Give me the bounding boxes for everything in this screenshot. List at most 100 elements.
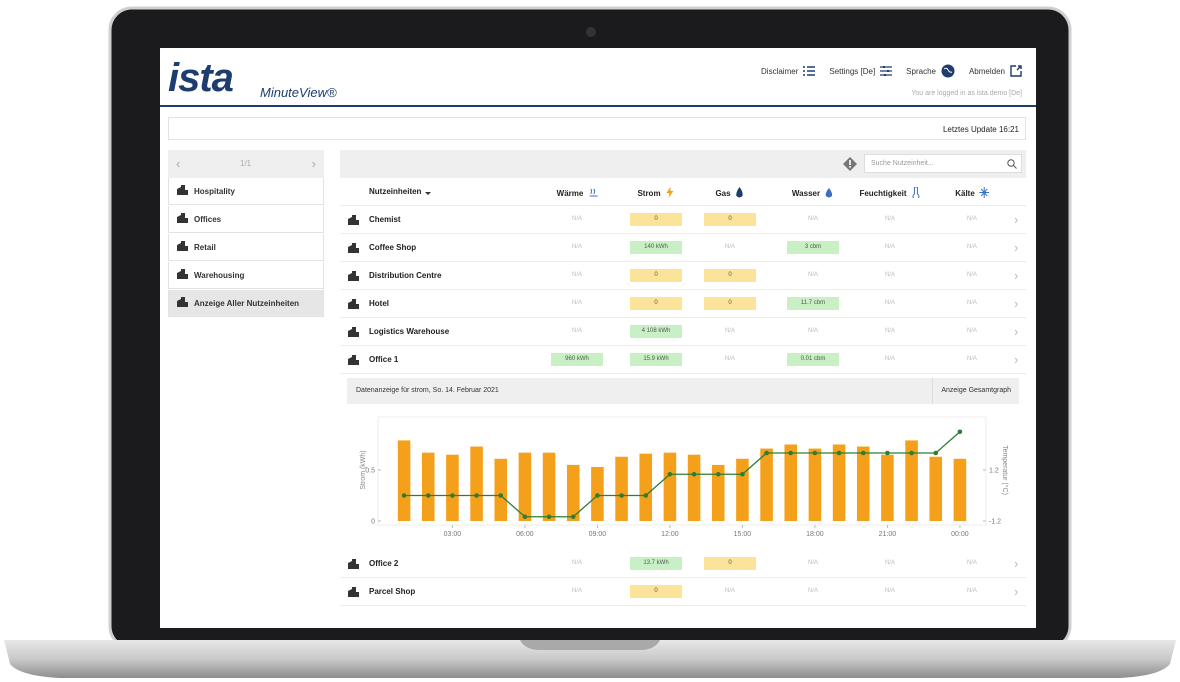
x-tick-label: 12:00 <box>661 531 679 538</box>
search-input[interactable]: Suche Nutzeinheit... <box>864 154 1022 173</box>
sidebar-label: Offices <box>194 214 222 224</box>
x-tick-label: 06:00 <box>516 531 534 538</box>
cell: 960 kWh <box>551 353 603 366</box>
sidebar-label: Retail <box>194 242 216 252</box>
cell: 0 <box>630 297 682 310</box>
sidebar: ‹ 1/1 › Hospitality Offices Retail Warehous… <box>168 150 326 340</box>
column-header: Kälte <box>955 187 989 200</box>
cell: 0 <box>630 269 682 282</box>
cell: N/A <box>807 560 818 566</box>
cell: N/A <box>724 356 735 362</box>
bar <box>760 448 773 521</box>
cell: 0 <box>704 557 756 570</box>
column-label: Nutzeinheiten <box>369 187 422 196</box>
bar <box>421 452 435 521</box>
sidebar-item[interactable]: Retail <box>168 234 324 261</box>
table-row[interactable]: Parcel Shop N/A 0 N/A N/A N/A N/A › <box>340 578 1026 606</box>
logo[interactable]: ista <box>168 56 234 100</box>
point <box>595 493 600 498</box>
table-row[interactable]: Office 2 N/A 13.7 kWh 0 N/A N/A N/A › <box>340 550 1026 578</box>
bar <box>446 454 459 521</box>
x-tick-label: 00:00 <box>951 531 969 538</box>
icon <box>587 188 598 200</box>
login-note: You are logged in as ista.demo [De] <box>911 90 1022 97</box>
point <box>933 450 939 456</box>
bar <box>808 448 822 521</box>
bar <box>687 454 701 521</box>
nav-item[interactable]: Abmelden <box>969 64 1022 78</box>
sidebar-item[interactable]: Anzeige Aller Nutzeinheiten <box>168 290 324 317</box>
cell: N/A <box>571 560 582 566</box>
nav-item[interactable]: Disclaimer <box>761 64 816 78</box>
point <box>450 493 455 498</box>
point <box>498 493 504 498</box>
table-row[interactable]: Chemist N/A 0 0 N/A N/A N/A › <box>340 206 1026 234</box>
column-header[interactable]: Nutzeinheiten <box>369 187 432 198</box>
row-chevron[interactable]: › <box>1014 268 1019 283</box>
row-chevron[interactable]: › <box>1014 324 1019 339</box>
table-header: Nutzeinheiten Wärme Strom Gas Wasser Feuchtig… <box>340 178 1026 206</box>
nav-item[interactable]: Settings [De] <box>829 64 893 78</box>
y2-tick-label: 1.2 <box>989 468 999 475</box>
prev-page[interactable]: ‹ <box>176 156 181 171</box>
point <box>691 471 697 477</box>
row-chevron[interactable]: › <box>1014 556 1019 571</box>
cell: 4 108 kWh <box>630 325 682 338</box>
cell: 140 kWh <box>630 241 682 254</box>
row-chevron[interactable]: › <box>1014 352 1019 367</box>
point <box>570 514 576 520</box>
column-label: Wärme <box>556 189 584 198</box>
table-row[interactable]: Office 1 960 kWh 15.9 kWh N/A 0.01 cbm N/A N/A… <box>340 346 1026 374</box>
table-row[interactable]: Coffee Shop N/A 140 kWh N/A 3 cbm N/A N/A › <box>340 234 1026 262</box>
bar <box>663 452 677 521</box>
icon <box>177 213 188 225</box>
bar <box>881 454 894 521</box>
unit-name: Hotel <box>369 299 389 308</box>
cell: N/A <box>807 328 818 334</box>
detail-button[interactable]: Anzeige Gesamtgraph <box>932 378 1019 404</box>
icon <box>177 269 188 281</box>
column-header: Feuchtigkeit <box>859 186 921 201</box>
bar <box>905 440 918 521</box>
table-row[interactable]: Logistics Warehouse N/A 4 108 kWh N/A N/A N/A… <box>340 318 1026 346</box>
sidebar-label: Warehousing <box>194 270 245 280</box>
row-chevron[interactable]: › <box>1014 296 1019 311</box>
cell: N/A <box>571 300 582 306</box>
bar <box>929 456 943 521</box>
sidebar-item[interactable]: Hospitality <box>168 178 324 205</box>
bar <box>711 464 725 521</box>
icon <box>880 66 893 76</box>
y-axis-label: Strom (kWh) <box>360 450 367 489</box>
sidebar-item[interactable]: Warehousing <box>168 262 324 289</box>
x-tick-label: 18:00 <box>806 531 824 538</box>
pager: ‹ 1/1 › <box>168 150 324 178</box>
bar <box>615 456 628 521</box>
cell: N/A <box>966 300 977 306</box>
cell: N/A <box>966 216 977 222</box>
cell: 15.9 kWh <box>630 353 682 366</box>
info-icon[interactable] <box>843 157 857 171</box>
row-chevron[interactable]: › <box>1014 240 1019 255</box>
unit-name: Parcel Shop <box>369 587 416 596</box>
point <box>885 450 890 456</box>
y2-axis-label: Temperatur (°C) <box>1001 445 1009 495</box>
next-page[interactable]: › <box>311 156 316 171</box>
row-chevron[interactable]: › <box>1014 212 1019 227</box>
toolbar: Suche Nutzeinheit... <box>340 150 1026 178</box>
point <box>619 493 624 498</box>
cell: N/A <box>807 272 818 278</box>
bar <box>566 464 580 521</box>
icon <box>824 188 834 200</box>
sidebar-label: Anzeige Aller Nutzeinheiten <box>194 298 300 308</box>
point <box>860 450 866 456</box>
table-row[interactable]: Hotel N/A 0 0 11.7 cbm N/A N/A › <box>340 290 1026 318</box>
point <box>788 450 794 456</box>
sidebar-item[interactable]: Offices <box>168 206 324 233</box>
cell: N/A <box>807 588 818 594</box>
nav-item[interactable]: Sprache <box>906 64 955 78</box>
point <box>643 493 649 498</box>
row-chevron[interactable]: › <box>1014 584 1019 599</box>
icon <box>911 186 921 201</box>
table-row[interactable]: Distribution Centre N/A 0 0 N/A N/A N/A › <box>340 262 1026 290</box>
